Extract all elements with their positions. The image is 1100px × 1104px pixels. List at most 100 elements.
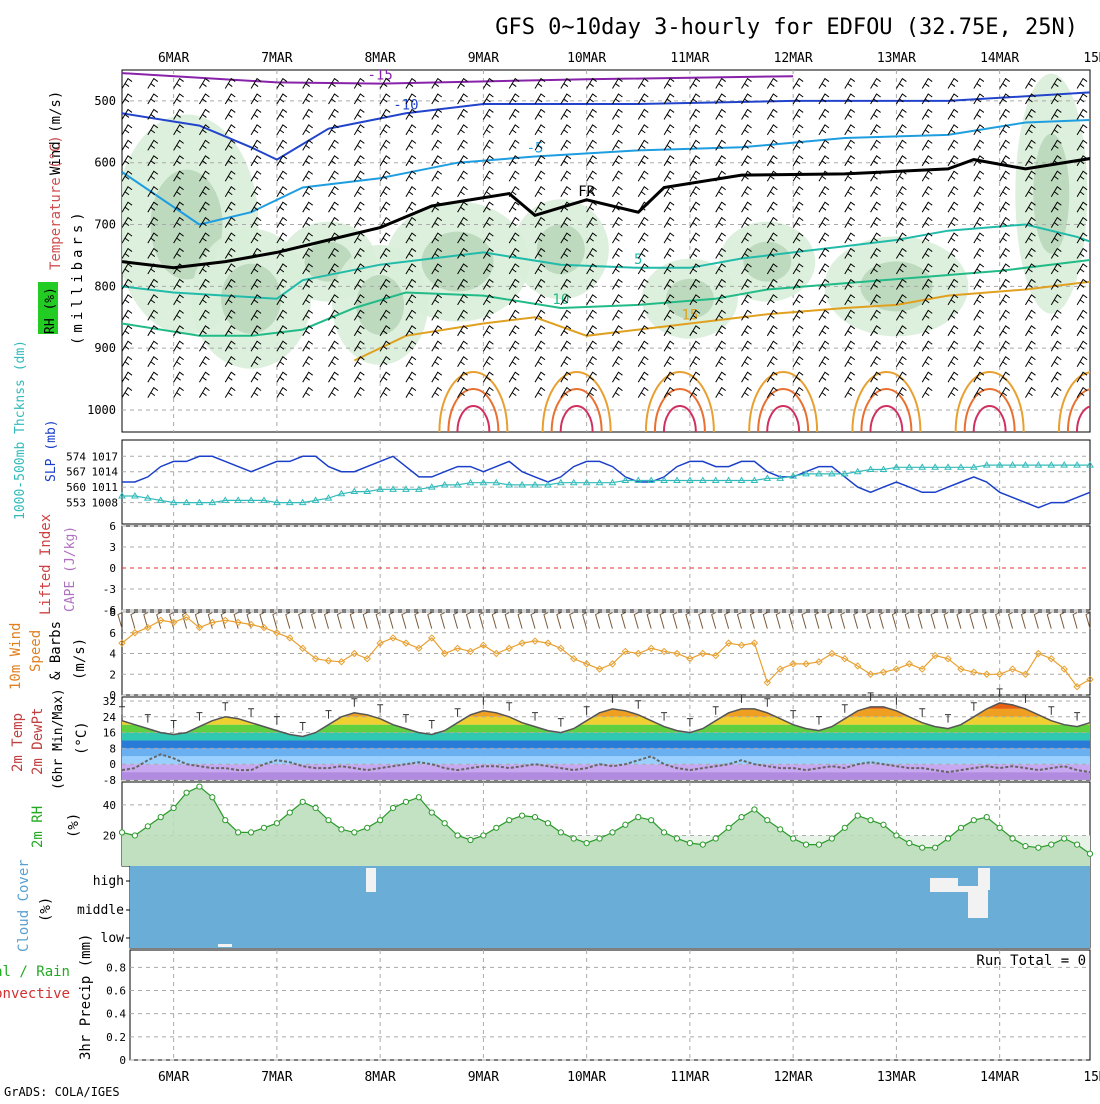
wind-barb [586, 108, 597, 120]
wind-barb [405, 108, 417, 120]
temp-minmax-bar [402, 714, 409, 723]
wind-barb [250, 170, 262, 182]
temp-minmax-bar [635, 700, 642, 709]
wind-barb [405, 325, 417, 337]
wind-barb [328, 185, 339, 197]
wind-speed-point [686, 654, 694, 663]
slp-tick: 1011 [92, 481, 119, 494]
wind-barb [1025, 386, 1036, 398]
wind-barb [224, 155, 236, 167]
wind-barb [353, 355, 365, 367]
wind-barb [818, 278, 830, 290]
wind-barb [947, 309, 959, 321]
wind-barb [689, 247, 701, 259]
wind-barb [173, 263, 184, 275]
rh-point [777, 826, 784, 833]
wind-barb [586, 263, 597, 275]
wind-barb [173, 278, 184, 290]
wind-barb [895, 355, 907, 367]
surface-wind-barb [465, 612, 471, 629]
dewpt-line [121, 753, 1091, 774]
wind-barb [122, 355, 133, 367]
wind-barb [844, 124, 856, 136]
wind-barb [973, 325, 985, 337]
wind-barb [302, 263, 313, 275]
wind-barb [586, 371, 597, 383]
wind-barb [302, 170, 313, 182]
wind-barb [199, 232, 210, 244]
wind-barb [637, 124, 649, 136]
thk-point [376, 485, 385, 492]
wind-barb [482, 309, 494, 321]
wind-barb [224, 355, 236, 367]
wind-barb [173, 185, 184, 197]
wind-barb [508, 139, 520, 151]
wind-barb [895, 139, 907, 151]
wind-barb [379, 201, 391, 213]
rh-point [764, 817, 771, 824]
thk-point [982, 461, 991, 468]
wind-barb [844, 371, 856, 383]
date-label-bottom: 7MAR [261, 1070, 292, 1085]
wind-barb [122, 155, 133, 167]
surface-wind-barb [220, 612, 226, 629]
temp-band [122, 764, 1090, 773]
wind-barb [482, 77, 494, 89]
wind-barb [405, 93, 417, 105]
wind-barb [818, 201, 830, 213]
temp-band [122, 772, 1090, 780]
wind-barb [508, 263, 520, 275]
temp-minmax-bar [1074, 712, 1081, 721]
rh-line [121, 785, 1091, 855]
surface-wind-barb [517, 612, 523, 629]
wind-speed-point [957, 665, 965, 673]
wind-barb [173, 124, 184, 136]
wind-barb [870, 93, 881, 105]
thk-point [298, 498, 307, 506]
rh-point [273, 820, 280, 827]
wind-barb [921, 216, 933, 228]
rh-shade-dark [536, 224, 585, 275]
rh-point [648, 817, 655, 824]
surface-wind-barb [594, 612, 601, 629]
rh-point [389, 804, 397, 812]
wind-barb [173, 386, 184, 398]
wind-barb [870, 201, 881, 213]
thk-point [750, 476, 759, 484]
thk-point [905, 463, 914, 470]
wind-barb [122, 294, 133, 306]
wind-barb [353, 201, 365, 213]
wind-barb [792, 108, 804, 120]
thk-point [479, 478, 488, 486]
surface-wind-barb [1007, 612, 1014, 629]
wind-barb [715, 108, 727, 120]
wind-barb [973, 170, 985, 182]
warm-isotherm-loop [559, 405, 594, 432]
wind-speed-point [995, 670, 1004, 678]
wind-barb [973, 216, 985, 228]
rh-point [196, 783, 203, 790]
wind-speed-point [544, 639, 552, 647]
wind-barb [1076, 247, 1088, 259]
thk-point [931, 463, 940, 470]
isotherm--10 [122, 91, 1090, 161]
wind-barb [328, 325, 339, 337]
label-wind: Wind (m/s) [48, 91, 64, 175]
thk-point [776, 474, 785, 481]
wind-barb [508, 278, 520, 290]
temp-band [122, 748, 1090, 757]
wind-speed-point [866, 670, 875, 678]
wind-barb [663, 139, 675, 151]
wind-barb [431, 371, 443, 383]
wind-barb [379, 77, 391, 89]
wind-barb [637, 108, 649, 120]
rh-point [751, 806, 758, 813]
wind-barb [122, 93, 133, 105]
wind-tick: 2 [109, 668, 116, 681]
wind-barb [353, 278, 365, 290]
wind-barb [1076, 340, 1088, 352]
wind-speed-point [802, 660, 810, 668]
wind-barb [1050, 216, 1062, 228]
temp-minmax-bar [815, 716, 822, 725]
wind-barb [147, 170, 159, 182]
